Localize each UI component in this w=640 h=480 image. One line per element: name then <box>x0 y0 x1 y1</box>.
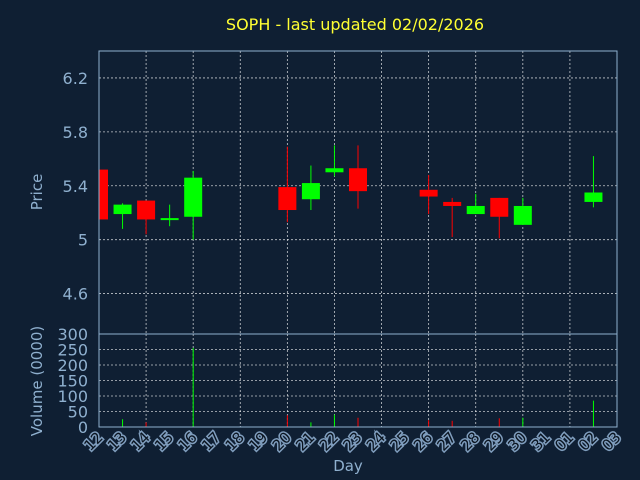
x-tick-label: 19 <box>245 428 271 454</box>
candle-body <box>137 200 156 220</box>
x-tick-label: 20 <box>269 428 295 454</box>
x-tick-label: 03 <box>598 428 624 454</box>
candle-body <box>466 205 485 215</box>
candle-body <box>443 201 462 206</box>
volume-bars <box>122 347 594 427</box>
candle-body <box>419 189 438 197</box>
x-tick-label: 27 <box>434 428 460 454</box>
candles <box>98 145 603 240</box>
x-tick-label: 13 <box>104 428 130 454</box>
x-tick-label: 29 <box>481 428 507 454</box>
volume-axis-label: Volume (0000) <box>28 326 46 436</box>
volume-y-tick-label: 50 <box>68 403 88 422</box>
x-axis-label: Day <box>333 457 363 475</box>
x-tick-label: 15 <box>151 428 177 454</box>
volume-y-tick-label: 100 <box>57 387 88 406</box>
volume-panel-frame <box>98 333 618 428</box>
volume-y-tick-label: 0 <box>78 418 88 437</box>
candle-body <box>301 183 320 200</box>
x-tick-label: 21 <box>292 428 318 454</box>
price-y-tick-label: 5 <box>78 231 88 250</box>
volume-y-tick-label: 300 <box>57 325 88 344</box>
candle-body <box>513 205 532 225</box>
candle-body <box>160 218 179 221</box>
volume-grid <box>99 334 617 427</box>
price-y-tick-label: 6.2 <box>63 69 88 88</box>
candle-body <box>184 177 203 217</box>
x-tick-label: 22 <box>316 428 342 454</box>
x-tick-label: 31 <box>528 428 554 454</box>
candle-body <box>349 168 367 192</box>
x-tick-label: 23 <box>339 428 365 454</box>
x-tick-label: 30 <box>504 428 530 454</box>
price-axis-label: Price <box>28 174 46 211</box>
x-tick-label: 18 <box>222 428 248 454</box>
volume-y-tick-label: 250 <box>57 341 88 360</box>
price-y-tick-label: 4.6 <box>63 285 88 304</box>
price-y-tick-label: 5.8 <box>63 123 88 142</box>
price-y-tick-label: 5.4 <box>63 177 88 196</box>
candle-body <box>325 168 344 173</box>
candle-body <box>278 187 297 211</box>
candle-body <box>99 169 108 220</box>
x-tick-label: 02 <box>575 428 601 454</box>
x-tick-label: 28 <box>457 428 483 454</box>
x-tick-label: 17 <box>198 428 224 454</box>
x-tick-label: 24 <box>363 428 389 454</box>
x-tick-label: 14 <box>127 428 153 454</box>
x-tick-label: 16 <box>175 428 201 454</box>
x-tick-label: 01 <box>551 428 577 454</box>
candle-body <box>490 197 509 217</box>
candle-body <box>113 204 132 215</box>
x-tick-label: 25 <box>386 428 412 454</box>
x-ticks: 1213141516171819202122232425262728293031… <box>79 427 626 456</box>
chart-title: SOPH - last updated 02/02/2026 <box>226 15 484 34</box>
price-y-ticks: 4.6 5 5.4 5.8 6.2 <box>63 69 88 304</box>
candle-body <box>584 192 603 202</box>
volume-y-tick-label: 150 <box>57 372 88 391</box>
volume-y-tick-label: 200 <box>57 356 88 375</box>
x-tick-label: 26 <box>410 428 436 454</box>
